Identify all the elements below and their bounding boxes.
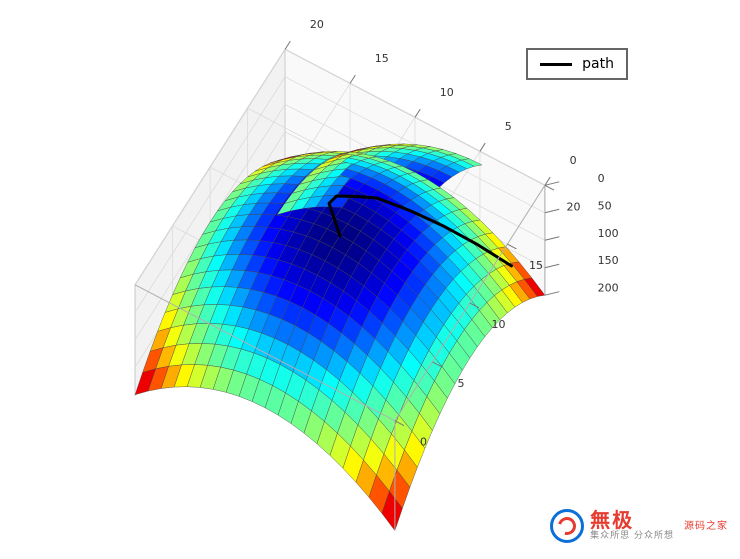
watermark-side: 源码之家 bbox=[684, 521, 728, 532]
svg-text:15: 15 bbox=[375, 52, 389, 65]
watermark-brand: 無极 bbox=[590, 510, 674, 532]
svg-text:0: 0 bbox=[570, 154, 577, 167]
svg-text:10: 10 bbox=[440, 86, 454, 99]
watermark-tagline: 集众所思 分众所想 bbox=[590, 532, 674, 542]
svg-text:100: 100 bbox=[598, 227, 619, 240]
legend-label: path bbox=[582, 56, 614, 72]
svg-text:20: 20 bbox=[310, 18, 324, 31]
svg-text:5: 5 bbox=[457, 377, 464, 390]
svg-text:0: 0 bbox=[598, 172, 605, 185]
svg-text:0: 0 bbox=[420, 436, 427, 449]
svg-text:10: 10 bbox=[491, 318, 505, 331]
svg-text:15: 15 bbox=[529, 259, 543, 272]
legend-line-swatch bbox=[540, 63, 572, 66]
legend: path bbox=[526, 48, 628, 80]
svg-text:200: 200 bbox=[598, 282, 619, 295]
svg-text:5: 5 bbox=[505, 120, 512, 133]
svg-text:20: 20 bbox=[566, 200, 580, 213]
watermark: 無极 集众所思 分众所想 源码之家 bbox=[550, 509, 728, 543]
surface-3d-plot: 0510152005101520050100150200 bbox=[0, 0, 740, 555]
svg-text:50: 50 bbox=[598, 199, 612, 212]
svg-text:150: 150 bbox=[598, 254, 619, 267]
watermark-logo bbox=[550, 509, 584, 543]
